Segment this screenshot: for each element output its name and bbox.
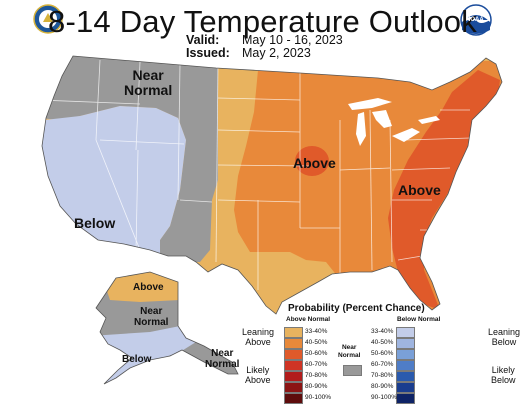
legend-above-label-4: 70-80%	[305, 372, 328, 379]
legend-below-label-3: 60-70%	[371, 361, 394, 368]
legend-below-label-0: 33-40%	[371, 328, 394, 335]
legend-leaning-below: Leaning Below	[488, 327, 521, 347]
legend-likely-above: Likely Above	[245, 365, 271, 385]
legend-title: Probability (Percent Chance)	[288, 303, 425, 314]
great-lakes	[348, 98, 440, 146]
legend-above-swatch-2	[284, 349, 303, 360]
legend-below-label-4: 70-80%	[371, 372, 394, 379]
legend-likely-below: Likely Below	[491, 365, 516, 385]
legend-below-swatch-5	[396, 382, 415, 393]
issued-label: Issued:	[186, 46, 230, 60]
label-alaska-near-normal: Near Normal	[134, 306, 169, 328]
label-above-east: Above	[398, 182, 441, 198]
page-title: 8-14 Day Temperature Outlook	[48, 4, 477, 39]
legend-above-label-2: 50-60%	[305, 350, 328, 357]
legend-above-label-1: 40-50%	[305, 339, 328, 346]
legend-above-label-6: 90-100%	[305, 394, 332, 401]
legend-below-swatch-0	[396, 327, 415, 338]
legend-above-swatch-1	[284, 338, 303, 349]
legend-below-label-1: 40-50%	[371, 339, 394, 346]
legend-above-swatch-6	[284, 393, 303, 404]
legend-above-swatch-3	[284, 360, 303, 371]
noaa-text: NOAA	[466, 17, 484, 23]
label-near-normal-west: Near Normal	[124, 67, 173, 98]
valid-label: Valid:	[186, 33, 220, 47]
label-above-central: Above	[293, 155, 336, 171]
alaska-map	[95, 271, 239, 385]
legend-below-swatch-1	[396, 338, 415, 349]
noaa-logo-icon	[460, 4, 492, 36]
label-below-west: Below	[74, 215, 116, 231]
issued-date: Issued: May 2, 2023	[186, 46, 311, 60]
issued-value: May 2, 2023	[242, 46, 311, 60]
legend-above-swatch-4	[284, 371, 303, 382]
legend-above-label-3: 60-70%	[305, 361, 328, 368]
label-alaska-below: Below	[122, 354, 152, 365]
legend-below-swatch-3	[396, 360, 415, 371]
valid-value: May 10 - 16, 2023	[242, 33, 343, 47]
legend-below-label-5: 80-90%	[371, 383, 394, 390]
valid-dates: Valid: May 10 - 16, 2023	[186, 33, 343, 47]
conus-outline	[41, 55, 503, 315]
probability-legend: Probability (Percent Chance) Above Norma…	[240, 303, 525, 405]
legend-near-normal-swatch	[343, 365, 362, 376]
legend-near-normal-label: Near Normal	[338, 344, 361, 359]
label-alaska-near-normal-se: Near Normal	[205, 348, 240, 370]
region-southwest-below	[42, 106, 186, 256]
legend-below-label-6: 90-100%	[371, 394, 398, 401]
legend-below-heading: Below Normal	[397, 316, 441, 323]
legend-leaning-above: Leaning Above	[242, 327, 275, 347]
legend-below-label-2: 50-60%	[371, 350, 394, 357]
legend-above-label-0: 33-40%	[305, 328, 328, 335]
legend-below-swatch-2	[396, 349, 415, 360]
legend-above-label-5: 80-90%	[305, 383, 328, 390]
legend-below-swatch-6	[396, 393, 415, 404]
region-alaska-north-above	[100, 272, 180, 302]
legend-above-swatch-0	[284, 327, 303, 338]
legend-above-swatch-5	[284, 382, 303, 393]
legend-above-heading: Above Normal	[286, 316, 331, 323]
label-alaska-above: Above	[133, 282, 164, 293]
department-of-commerce-seal-icon	[33, 4, 63, 34]
legend-below-swatch-4	[396, 371, 415, 382]
region-west-near-normal	[42, 56, 218, 262]
region-midwest-above-core	[295, 146, 329, 176]
